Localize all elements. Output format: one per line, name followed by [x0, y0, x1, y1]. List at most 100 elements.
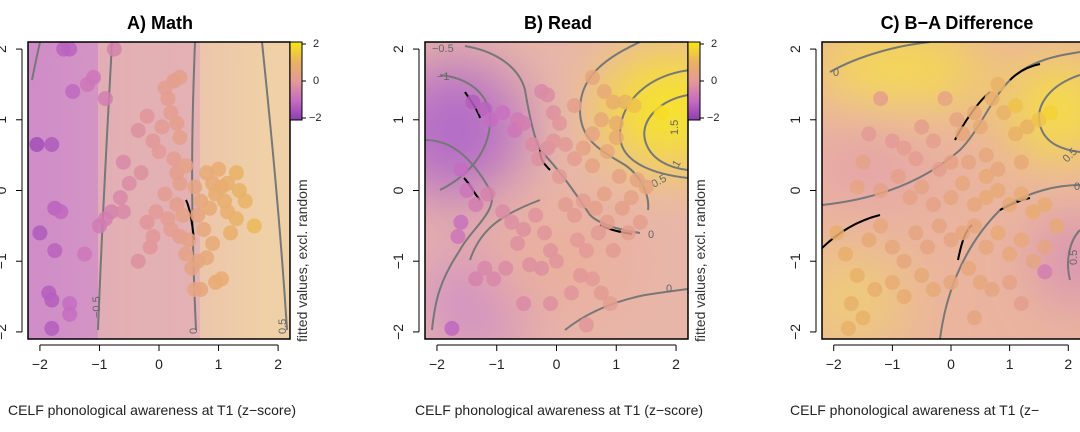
- panel-a-point: [237, 193, 253, 209]
- panel-b-point: [468, 271, 484, 287]
- panel-a-x-tick-label: 0: [155, 356, 163, 372]
- panel-b-point: [590, 225, 606, 241]
- panel-b-point: [558, 137, 573, 152]
- panel-a-point: [130, 122, 146, 138]
- panel-a-y-tick-label: −1: [0, 253, 9, 269]
- panel-b-point: [608, 130, 624, 145]
- panel-a-point: [77, 246, 93, 262]
- panel-c-points: [829, 76, 1064, 336]
- panel-a-point: [228, 165, 244, 181]
- panel-a-title: A) Math: [127, 13, 193, 33]
- panel-c-point: [902, 190, 918, 206]
- panel-b-point: [584, 126, 600, 142]
- panel-c-y-tick-label: −2: [787, 324, 803, 340]
- panel-b-point: [495, 105, 511, 121]
- panel-c-point: [838, 246, 853, 262]
- panel-c-point: [967, 218, 982, 234]
- panel-a-point: [160, 91, 176, 107]
- panel-c-point: [978, 147, 994, 163]
- panel-c-y-axis: −2 −1 0 1 2: [787, 45, 817, 340]
- panel-a-frame: [27, 41, 291, 340]
- panel-b-point: [569, 232, 585, 248]
- panel-b-point: [528, 207, 544, 223]
- panel-b-point: [495, 204, 511, 220]
- panel-a-contour-label: 0: [188, 328, 200, 334]
- panel-b-title: B) Read: [524, 13, 592, 33]
- panel-a-contour-label: 0.5: [277, 319, 289, 334]
- panel-b-point: [596, 186, 612, 202]
- panel-b-contour-label: 0: [648, 229, 654, 241]
- panel-c-x-tick-label: −1: [884, 356, 900, 372]
- panel-a-point: [154, 119, 170, 135]
- panel-b-y-tick-label: −2: [390, 324, 406, 340]
- panel-c-point: [931, 161, 947, 177]
- panel-c-point: [1025, 253, 1041, 269]
- panel-b-x-axis: −2 −1 0 1 2: [429, 344, 680, 372]
- panel-b-point: [546, 133, 561, 149]
- panel-c-frame: [821, 41, 1080, 340]
- panel-a-point: [65, 84, 81, 99]
- panel-a-point: [220, 175, 235, 191]
- panel-a-point: [178, 246, 194, 262]
- panel-c-point: [861, 232, 877, 248]
- panel-b-point: [510, 236, 526, 251]
- panel-c-point: [908, 151, 924, 167]
- panel-b-colorbar: 2 0 −2 fitted values, excl. random: [687, 38, 720, 342]
- panel-a-y-tick-label: 2: [0, 45, 9, 53]
- panel-c-point: [1002, 246, 1018, 262]
- panel-c-point: [1002, 274, 1018, 290]
- panel-a-point: [199, 250, 215, 266]
- panel-b-contour-label: −0.5: [432, 43, 454, 55]
- panel-b-points: [444, 69, 669, 336]
- panel-a-point: [121, 175, 137, 191]
- panel-c-y-tick-label: −1: [787, 253, 803, 269]
- panel-a-point: [169, 115, 185, 131]
- panel-c-point: [955, 175, 971, 191]
- panel-a-point: [151, 144, 167, 160]
- panel-c-point: [840, 320, 856, 336]
- panel-c-point: [996, 105, 1012, 121]
- panel-a-point: [175, 207, 191, 223]
- panel-a-point: [166, 151, 182, 167]
- panel-b-contour-label: −1: [437, 71, 450, 83]
- panel-a-point: [157, 186, 173, 202]
- panel-c-point: [984, 91, 1000, 107]
- panel-a-point: [139, 214, 155, 230]
- panel-a-x-tick-label: −1: [91, 356, 107, 372]
- panel-c-point: [829, 225, 845, 241]
- panel-b-point: [516, 221, 532, 237]
- panel-a-y-tick-label: 1: [0, 116, 9, 124]
- panel-b-contour-label: 1: [670, 158, 683, 169]
- panel-c-point: [1043, 105, 1059, 121]
- panel-b-point: [626, 98, 642, 114]
- panel-b-point: [516, 115, 532, 131]
- panel-a-point: [145, 229, 161, 244]
- panel-c-point: [1013, 232, 1029, 248]
- panel-b-point: [584, 271, 600, 287]
- panel-b-point: [572, 267, 588, 283]
- panel-c-point: [1049, 218, 1064, 234]
- panel-c-point: [955, 225, 971, 241]
- panel-a-point: [62, 42, 78, 57]
- panel-a-points: [29, 42, 262, 336]
- panel-c-point: [884, 239, 900, 255]
- panel-b-point: [465, 94, 481, 110]
- panel-b-x-tick-label: −2: [429, 356, 445, 372]
- panel-b-x-tick-label: 2: [672, 356, 680, 372]
- panel-a: −0.5 0 0.5 A) Math −2 −1 0 1 2 −2 −1 0 1 2 CELF …: [0, 13, 322, 418]
- panel-a-point: [193, 282, 209, 297]
- panel-c-x-tick-label: 1: [1006, 356, 1014, 372]
- panel-b-point: [599, 214, 615, 230]
- panel-b-point: [632, 214, 648, 230]
- panel-c-point: [849, 179, 865, 195]
- panel-a-point: [62, 296, 78, 312]
- panel-b-point: [534, 260, 550, 276]
- panel-b-point: [537, 225, 552, 241]
- panel-b-point: [623, 190, 639, 206]
- panel-a-x-tick-label: 2: [274, 356, 282, 372]
- panel-b-point: [653, 105, 669, 121]
- panel-c-point: [1025, 204, 1041, 220]
- panel-a-colorbar-swatch: [289, 41, 303, 121]
- panel-b-point: [566, 151, 582, 167]
- panel-c-point: [967, 105, 982, 121]
